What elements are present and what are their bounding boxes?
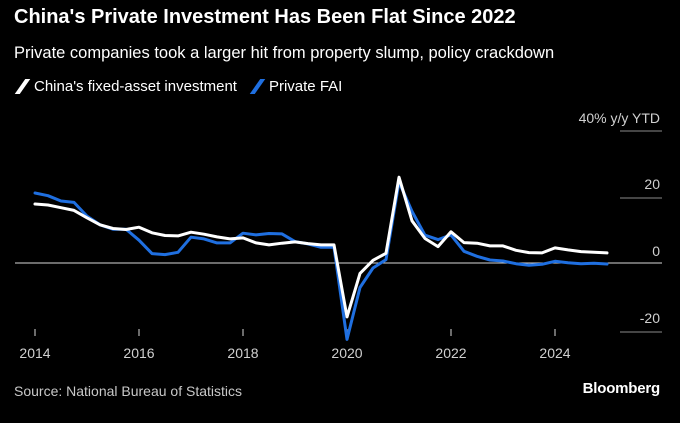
x-tick-label: 2022 [435,345,466,361]
x-tick-label: 2020 [331,345,362,361]
legend-label-private: Private FAI [268,78,343,95]
bloomberg-logo: Bloomberg [582,380,661,397]
legend-item-total: China's fixed-asset investment [14,78,237,95]
y-tick-label: -20 [640,310,660,326]
x-tick-label: 2024 [539,345,570,361]
chart-title: China's Private Investment Has Been Flat… [14,6,516,28]
legend: China's fixed-asset investment Private F… [14,78,354,95]
series-line-total-fai [33,175,609,319]
x-tick-label: 2016 [123,345,154,361]
y-axis-label: 40% y/y YTD [579,110,660,126]
y-tick-label: 20 [644,176,660,192]
y-tick-label: 0 [652,243,660,259]
source-note: Source: National Bureau of Statistics [14,383,243,399]
legend-label-total: China's fixed-asset investment [34,78,237,95]
x-tick-label: 2014 [19,345,50,361]
x-tick-label: 2018 [227,345,258,361]
chart-subtitle: Private companies took a larger hit from… [14,44,555,62]
series-line-private-fai [33,180,609,341]
legend-item-private: Private FAI [249,78,342,95]
